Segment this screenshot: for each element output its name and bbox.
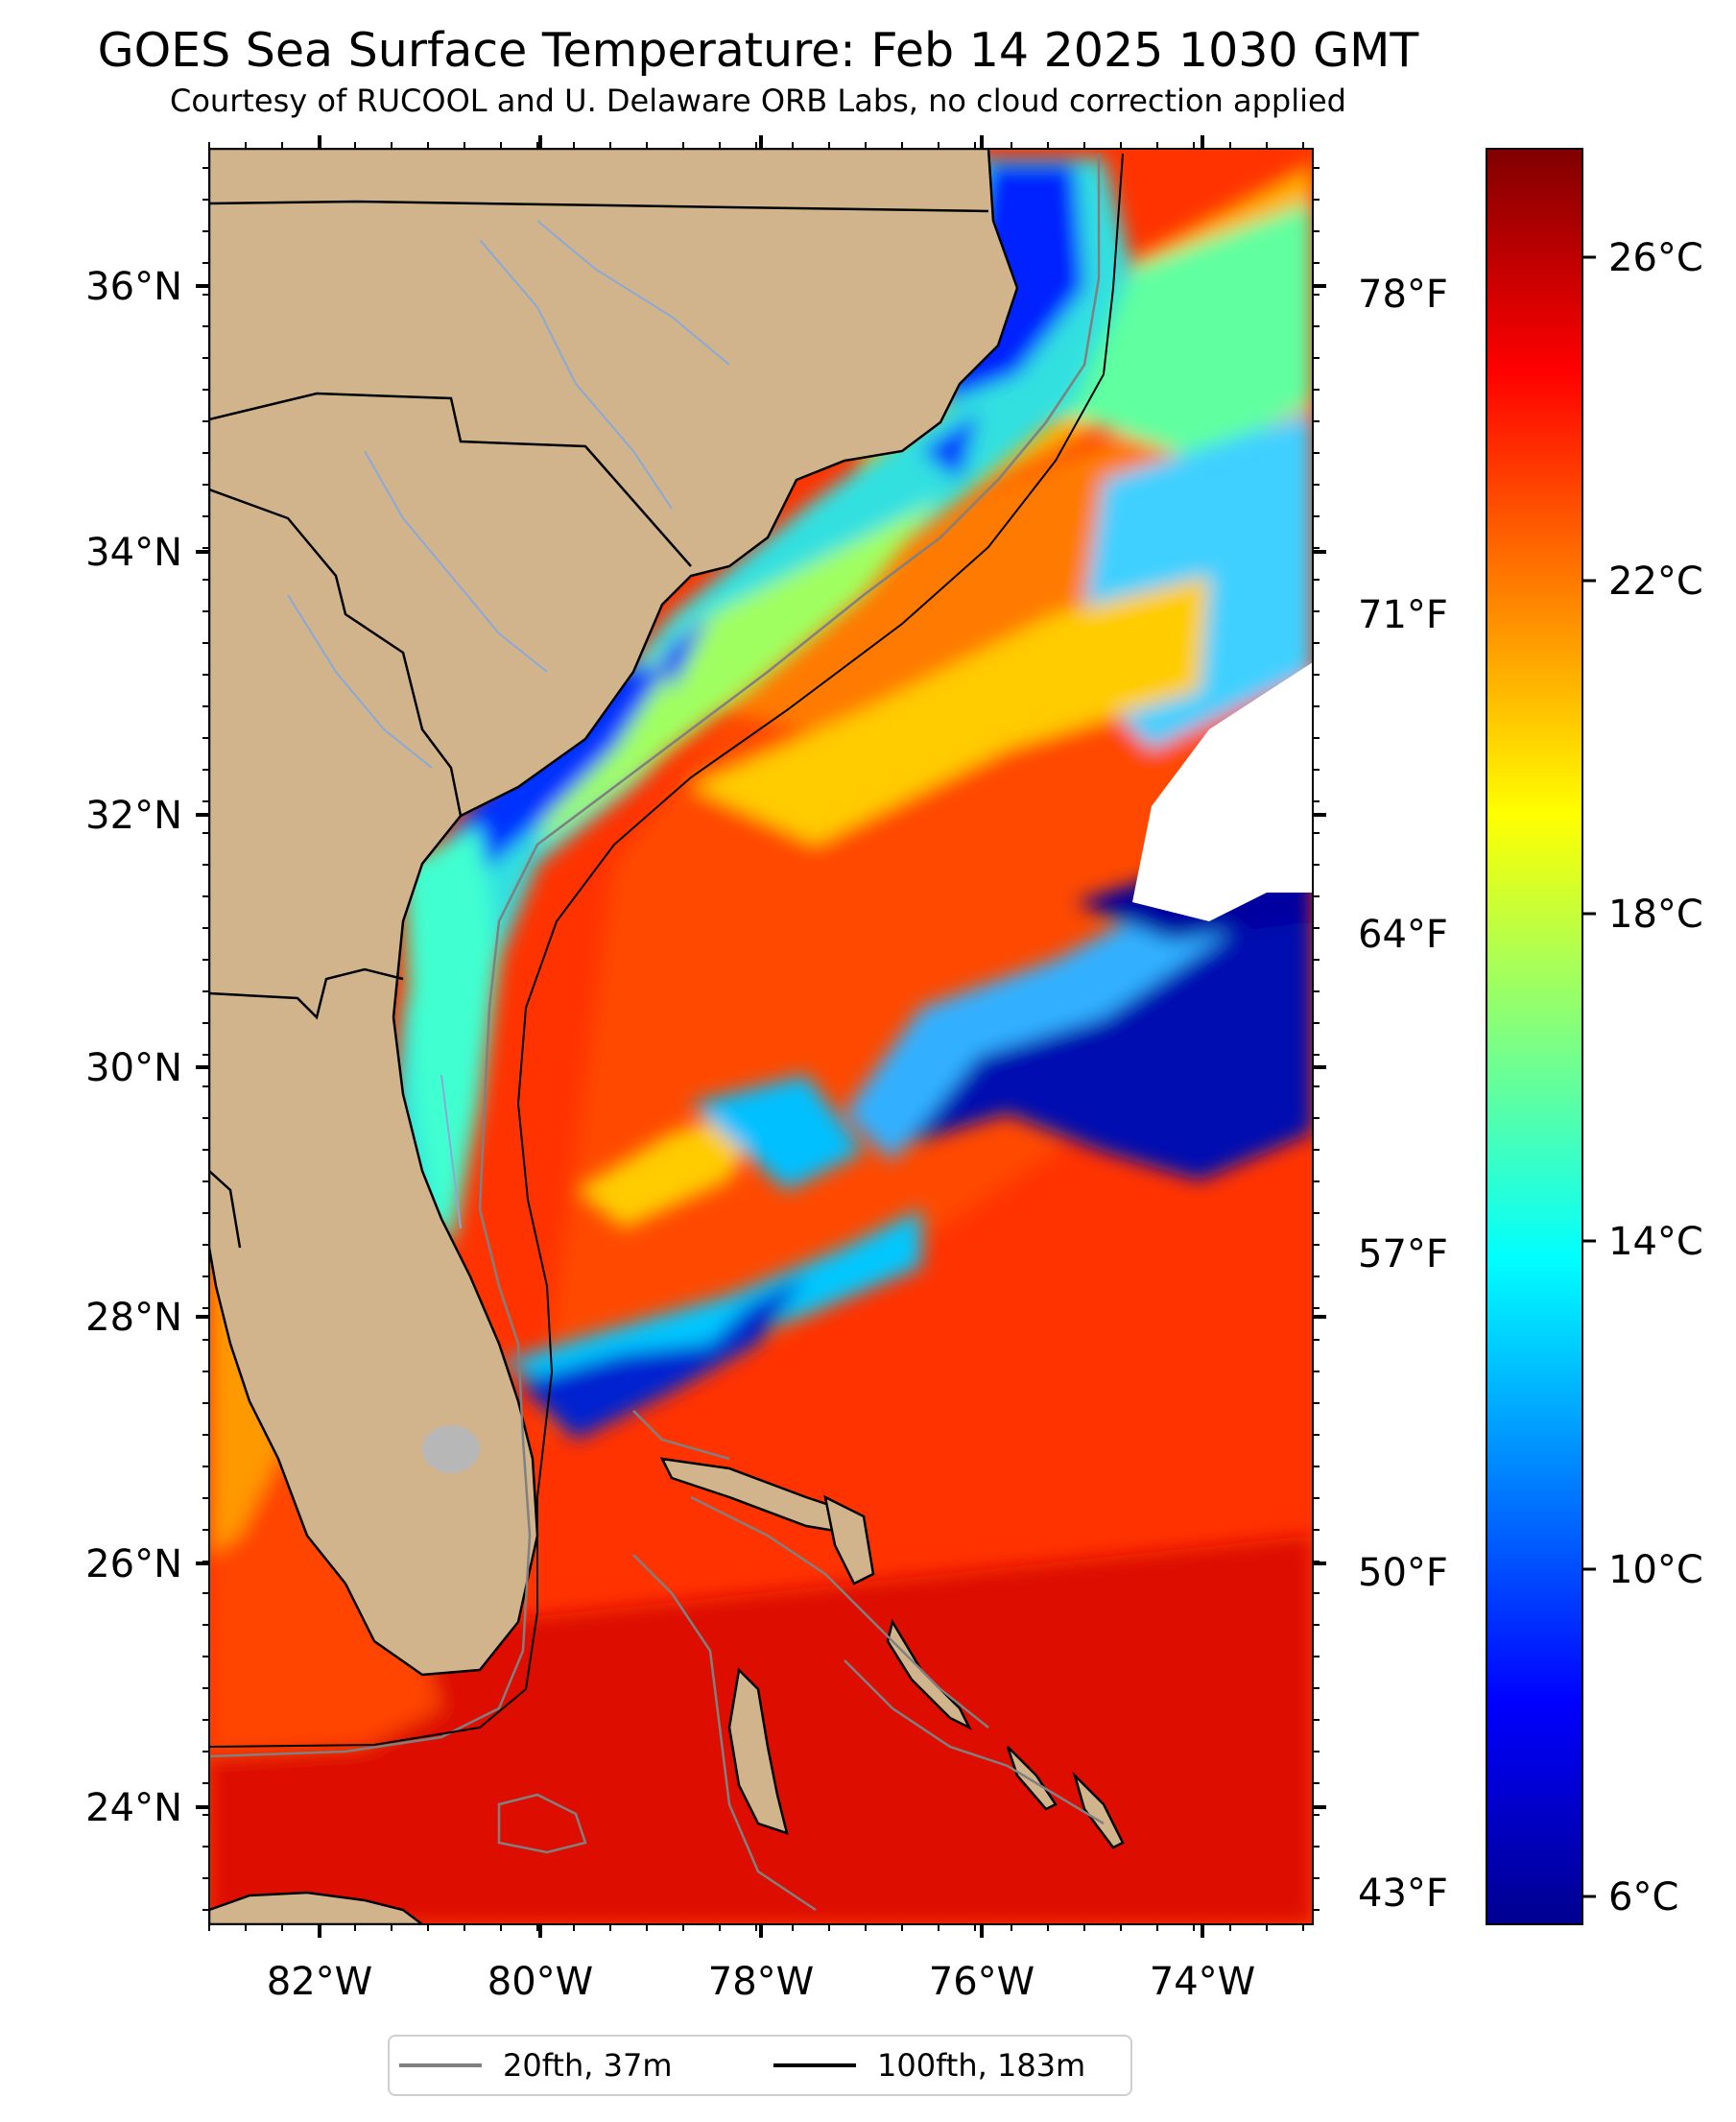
- legend-line-20fth: [399, 2063, 482, 2067]
- land-cuba: [209, 1891, 425, 1924]
- sst-map: [209, 149, 1313, 1924]
- f-label-43: 43°F: [1358, 1872, 1448, 1916]
- lon-labels: 82°W 80°W 78°W 76°W 74°W: [267, 1960, 1255, 2004]
- cbar-label-14c: 14°C: [1608, 1220, 1703, 1264]
- legend-line-100fth: [773, 2063, 856, 2067]
- lon-label-74w: 74°W: [1150, 1960, 1255, 2004]
- lat-label-36n: 36°N: [85, 265, 182, 309]
- lake-okeechobee: [422, 1425, 480, 1473]
- cold-shelf-green: [537, 499, 940, 845]
- lat-label-26n: 26°N: [85, 1542, 182, 1586]
- sst-gulf-west: [209, 1392, 441, 1756]
- cbar-label-22c: 22°C: [1608, 560, 1703, 604]
- cold-shelf-cyan: [393, 158, 1132, 1248]
- legend-label-20fth: 20fth, 37m: [503, 2047, 673, 2084]
- f-label-50: 50°F: [1358, 1551, 1448, 1595]
- cbar-label-10c: 10°C: [1608, 1548, 1703, 1592]
- lon-label-78w: 78°W: [708, 1960, 814, 2004]
- lat-label-30n: 30°N: [85, 1046, 182, 1090]
- rivers: [287, 220, 730, 1229]
- lat-labels: 36°N 34°N 32°N 30°N 28°N 26°N 24°N: [85, 265, 182, 1830]
- f-label-78: 78°F: [1358, 273, 1448, 317]
- isobath-20fth: [209, 154, 1101, 1758]
- land-abaco: [823, 1494, 875, 1586]
- f-label-71: 71°F: [1358, 593, 1448, 637]
- fahrenheit-labels: 78°F 71°F 64°F 57°F 50°F 43°F: [1358, 273, 1448, 1916]
- f-label-57: 57°F: [1358, 1232, 1448, 1276]
- land-long-island: [1072, 1771, 1125, 1849]
- cold-band-cyan: [499, 1209, 921, 1401]
- land-us-mainland: [209, 149, 1019, 1677]
- cold-shelf-blue-ga: [662, 614, 710, 691]
- lon-label-82w: 82°W: [267, 1960, 372, 2004]
- sst-mid-cyan: [691, 1075, 864, 1190]
- fl-coast-cyan: [403, 825, 499, 1248]
- legend-label-100fth: 100fth, 183m: [877, 2047, 1086, 2084]
- legend-item-100fth: 100fth, 183m: [773, 2037, 1085, 2094]
- state-borders: [209, 200, 989, 1249]
- lon-label-76w: 76°W: [929, 1960, 1034, 2004]
- lat-label-28n: 28°N: [85, 1296, 182, 1340]
- cbar-label-6c: 6°C: [1608, 1875, 1678, 1919]
- legend-item-20fth: 20fth, 37m: [399, 2037, 672, 2094]
- colorbar: 26°C 22°C 18°C 14°C 10°C 6°C: [1486, 148, 1703, 1925]
- major-ticks: [196, 135, 1326, 1938]
- minor-ticks: [202, 142, 1320, 1931]
- land-andros-island: [727, 1667, 789, 1835]
- f-label-64: 64°F: [1358, 913, 1448, 957]
- cold-shelf-blue-sc: [441, 662, 672, 883]
- cbar-label-26c: 26°C: [1608, 236, 1703, 280]
- page-subtitle: Courtesy of RUCOOL and U. Delaware ORB L…: [170, 83, 1346, 119]
- sst-mid-yellow: [576, 1104, 768, 1228]
- cold-patch-cyan-edge: [844, 883, 1248, 1161]
- land: [209, 149, 1125, 1924]
- lat-label-24n: 24°N: [85, 1786, 182, 1830]
- page-title: GOES Sea Surface Temperature: Feb 14 202…: [97, 23, 1419, 78]
- isobath-100fth: [209, 153, 1124, 1748]
- colorbar-gradient: [1486, 148, 1583, 1925]
- cold-shelf-blue-nc: [921, 413, 979, 480]
- lon-label-80w: 80°W: [488, 1960, 593, 2004]
- sst-north-yellow: [691, 576, 1209, 845]
- lat-label-32n: 32°N: [85, 794, 182, 838]
- cold-patch-east: [864, 902, 1313, 1180]
- lat-label-34n: 34°N: [85, 531, 182, 575]
- cbar-label-18c: 18°C: [1608, 893, 1703, 937]
- sst-orange-band: [672, 365, 1313, 749]
- cold-band-blue: [518, 1276, 806, 1440]
- legend: 20fth, 37m 100fth, 183m: [388, 2035, 1132, 2096]
- isobath-bahamas: [497, 1410, 1105, 1912]
- cloud-gap: [1132, 662, 1313, 921]
